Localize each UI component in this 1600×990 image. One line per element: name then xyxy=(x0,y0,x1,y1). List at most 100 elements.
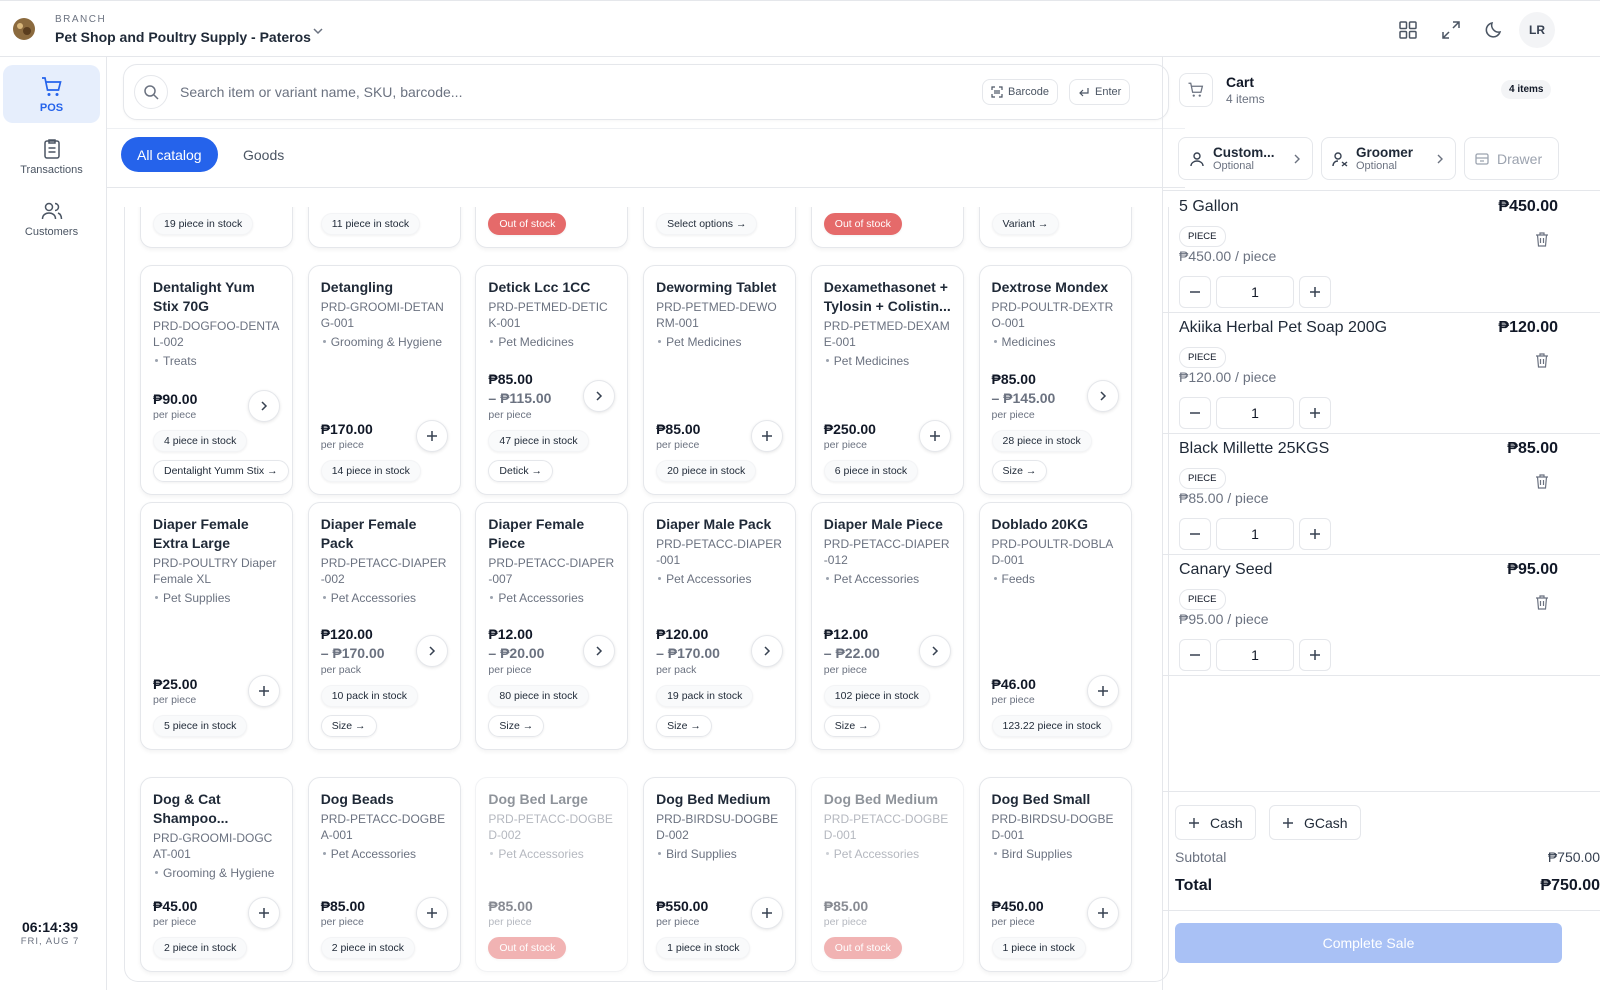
stock-badge: 1 piece in stock xyxy=(991,937,1086,959)
avatar[interactable]: LR xyxy=(1519,12,1555,48)
arrow-button[interactable] xyxy=(583,380,616,412)
remove-button[interactable] xyxy=(1535,474,1549,494)
variant-button[interactable]: Dentalight Yumm Stix → xyxy=(153,460,289,482)
variant-button[interactable]: Size → xyxy=(656,715,712,737)
product-card[interactable]: Diaper Female Piece PRD-PETACC-DIAPER-007… xyxy=(475,502,629,750)
plus-button[interactable] xyxy=(918,420,951,452)
product-card[interactable]: Diaper Female Extra Large PRD-POULTRY Dia… xyxy=(140,502,293,750)
product-card[interactable]: Dog Bed Small PRD-BIRDSU-DOGBED-001 Bird S… xyxy=(978,777,1132,972)
theme-button[interactable] xyxy=(1484,20,1504,40)
product-card[interactable]: Out of stock xyxy=(810,207,964,248)
price-block: ₱85.00 per piece xyxy=(488,897,615,929)
remove-button[interactable] xyxy=(1535,595,1549,615)
variant-button[interactable]: Size → xyxy=(488,715,545,737)
drawer-button[interactable]: Drawer xyxy=(1464,137,1559,180)
product-name: Detick Lcc 1CC xyxy=(488,279,591,295)
qty-plus[interactable] xyxy=(1299,276,1331,308)
price-unit: per piece xyxy=(153,694,197,706)
arrow-button[interactable] xyxy=(415,635,448,667)
product-card[interactable]: Diaper Male Pack PRD-PETACC-DIAPER-001 Pet… xyxy=(643,502,797,750)
qty-value[interactable]: 1 xyxy=(1216,276,1294,308)
add-cash[interactable]: Cash xyxy=(1175,805,1256,840)
qty-minus[interactable] xyxy=(1179,276,1211,308)
qty-value[interactable]: 1 xyxy=(1216,397,1294,429)
remove-button[interactable] xyxy=(1535,353,1549,373)
price: ₱250.00 xyxy=(823,421,876,437)
qty-plus[interactable] xyxy=(1299,639,1331,671)
stock-badge: Out of stock xyxy=(488,213,567,235)
complete-sale-button[interactable]: Complete Sale xyxy=(1175,923,1562,963)
customer-selector[interactable]: Custom... Optional xyxy=(1178,137,1313,180)
qty-value[interactable]: 1 xyxy=(1216,639,1294,671)
qty-plus[interactable] xyxy=(1299,397,1331,429)
qty-minus[interactable] xyxy=(1179,639,1211,671)
product-card[interactable]: Variant → xyxy=(978,207,1132,248)
product-card[interactable]: Detick Lcc 1CC PRD-PETMED-DETICK-001 Pet M… xyxy=(475,265,629,495)
product-card[interactable]: Dog Beads PRD-PETACC-DOGBEA-001 Pet Access… xyxy=(307,777,461,972)
product-card[interactable]: 19 piece in stock xyxy=(140,207,293,248)
spacer xyxy=(824,862,951,897)
item-unit: PIECE xyxy=(1179,347,1226,368)
selector-label: Groomer xyxy=(1356,145,1414,160)
plus-button[interactable] xyxy=(415,897,448,929)
barcode-button[interactable]: Barcode xyxy=(982,79,1058,105)
arrow-button[interactable] xyxy=(1086,380,1119,412)
product-card[interactable]: Diaper Male Piece PRD-PETACC-DIAPER-012 Pe… xyxy=(810,502,964,750)
branch-dropdown[interactable] xyxy=(312,25,324,37)
product-card[interactable]: Dog Bed Large PRD-PETACC-DOGBED-002 Pet Ac… xyxy=(475,777,629,972)
add-gcash[interactable]: GCash xyxy=(1269,805,1361,840)
product-card[interactable]: Deworming Tablet PRD-PETMED-DEWORM-001 Pet… xyxy=(643,265,797,495)
product-card[interactable]: Detangling PRD-GROOMI-DETANG-001 Grooming … xyxy=(307,265,461,495)
qty-value[interactable]: 1 xyxy=(1216,518,1294,550)
product-card[interactable]: Select options → xyxy=(643,207,797,248)
variant-button[interactable]: Size → xyxy=(991,460,1048,482)
qty-minus[interactable] xyxy=(1179,397,1211,429)
fullscreen-button[interactable] xyxy=(1441,20,1461,40)
variant-button[interactable]: Size → xyxy=(320,715,377,737)
arrow-button[interactable] xyxy=(583,635,616,667)
variant-button[interactable]: Size → xyxy=(823,715,880,737)
subtotal-label: Subtotal xyxy=(1175,849,1227,865)
cart-item: Akiika Herbal Pet Soap 200G ₱120.00 PIECE ₱… xyxy=(1163,313,1600,434)
remove-button[interactable] xyxy=(1535,232,1549,252)
branch-name[interactable]: Pet Shop and Poultry Supply - Pateros xyxy=(55,29,311,45)
price-max: – ₱170.00 xyxy=(320,645,385,661)
product-card[interactable]: Dextrose Mondex PRD-POULTR-DEXTRO-001 Medi… xyxy=(978,265,1132,495)
arrow-button[interactable] xyxy=(248,390,280,422)
plus-button[interactable] xyxy=(751,420,784,452)
apps-button[interactable] xyxy=(1398,20,1418,40)
product-card[interactable]: Dentalight Yum Stix 70G PRD-DOGFOO-DENTAL… xyxy=(140,265,293,495)
plus-button[interactable] xyxy=(1086,675,1119,707)
product-card[interactable]: Dexamethasonet + Tylosin + Colistin... PR… xyxy=(810,265,964,495)
product-card[interactable]: Dog Bed Medium PRD-PETACC-DOGBED-001 Pet A… xyxy=(810,777,964,972)
variant-button[interactable]: Detick → xyxy=(488,460,553,482)
nav-transactions[interactable]: Transactions xyxy=(3,127,100,185)
nav-pos[interactable]: POS xyxy=(3,65,100,123)
chevron-icon xyxy=(932,646,938,656)
tab[interactable]: All catalog xyxy=(121,137,218,172)
qty-plus[interactable] xyxy=(1299,518,1331,550)
product-card[interactable]: Out of stock xyxy=(475,207,629,248)
arrow-button[interactable] xyxy=(751,635,784,667)
plus-button[interactable] xyxy=(1086,897,1119,929)
tab[interactable]: Goods xyxy=(243,146,285,163)
price-block: ₱550.00 per piece xyxy=(656,897,784,929)
product-card[interactable]: Dog Bed Medium PRD-BIRDSU-DOGBED-002 Bird … xyxy=(643,777,797,972)
plus-button[interactable] xyxy=(248,897,280,929)
product-card[interactable]: Dog & Cat Shampoo... PRD-GROOMI-DOGCAT-00… xyxy=(140,777,293,972)
search-bar[interactable]: Search item or variant name, SKU, barcod… xyxy=(123,64,1169,120)
product-card[interactable]: 11 piece in stock xyxy=(307,207,461,248)
nav-customers[interactable]: Customers xyxy=(3,189,100,247)
plus-button[interactable] xyxy=(248,675,280,707)
plus-button[interactable] xyxy=(415,420,448,452)
price-unit: per piece xyxy=(488,916,532,928)
groomer-selector[interactable]: Groomer Optional xyxy=(1321,137,1456,180)
price-block: ₱12.00 – ₱22.00 per piece xyxy=(824,625,951,677)
product-card[interactable]: Diaper Female Pack PRD-PETACC-DIAPER-002 P… xyxy=(307,502,461,750)
product-card[interactable]: Doblado 20KG PRD-POULTR-DOBLAD-001 Feeds ₱4… xyxy=(978,502,1132,750)
qty-minus[interactable] xyxy=(1179,518,1211,550)
plus-button[interactable] xyxy=(751,897,784,929)
price-unit: per piece xyxy=(656,439,700,451)
enter-button[interactable]: Enter xyxy=(1069,79,1131,105)
arrow-button[interactable] xyxy=(918,635,951,667)
